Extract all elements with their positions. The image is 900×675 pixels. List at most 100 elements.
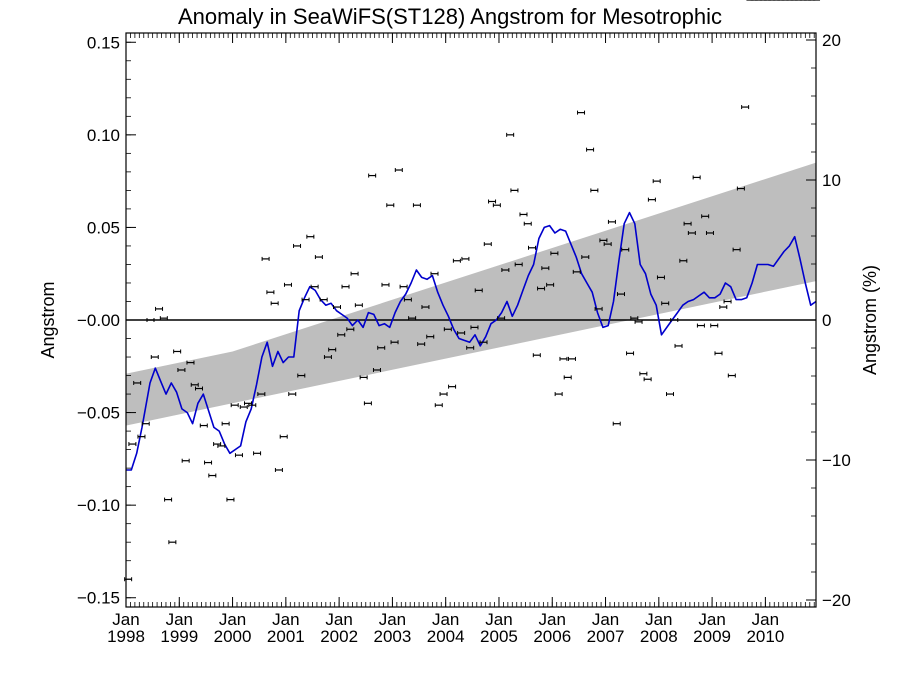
data-point	[674, 343, 683, 348]
data-point	[337, 332, 346, 337]
data-point	[346, 327, 355, 332]
data-point	[616, 292, 625, 297]
data-point	[381, 282, 390, 287]
data-point	[461, 256, 470, 261]
data-point	[177, 367, 186, 372]
data-point	[386, 203, 395, 208]
data-point	[430, 271, 439, 276]
x-tick-label-month: Jan	[752, 610, 779, 629]
x-tick-label-year: 2006	[533, 627, 571, 646]
y-tick-label-right: −10	[822, 451, 851, 470]
data-point	[666, 392, 675, 397]
data-point	[421, 305, 430, 310]
data-point	[523, 221, 532, 226]
data-point	[603, 242, 612, 247]
y-tick-label-left: 0.05	[87, 218, 120, 237]
data-point	[266, 290, 275, 295]
data-point	[550, 251, 559, 256]
axes-layer: −0.15 −0.10 −0.05 −0.00 0.05 0.10 0.15 −20 −10 0 1…	[77, 31, 851, 646]
data-point	[150, 355, 159, 360]
data-point	[639, 371, 648, 376]
data-point	[194, 386, 203, 391]
data-point	[652, 179, 661, 184]
data-point	[723, 299, 732, 304]
data-point	[501, 268, 510, 273]
data-point	[466, 345, 475, 350]
data-point	[221, 421, 230, 426]
data-point	[283, 282, 292, 287]
data-point	[687, 230, 696, 235]
data-point	[279, 434, 288, 439]
data-point	[403, 297, 412, 302]
data-point	[261, 256, 270, 261]
data-point	[457, 330, 466, 335]
data-point	[359, 375, 368, 380]
data-point	[293, 243, 302, 248]
data-point	[274, 467, 283, 472]
data-point	[368, 173, 377, 178]
smoothed-series-line	[126, 211, 817, 471]
x-tick-label-year: 2000	[214, 627, 252, 646]
data-point	[239, 405, 248, 410]
data-point	[257, 392, 266, 397]
x-tick-label-month: Jan	[325, 610, 352, 629]
x-tick-label-year: 2007	[587, 627, 625, 646]
data-point	[270, 301, 279, 306]
data-point	[692, 175, 701, 180]
data-point	[301, 297, 310, 302]
data-point	[230, 403, 239, 408]
x-tick-label-year: 2005	[480, 627, 518, 646]
x-tick-label-year: 1999	[160, 627, 198, 646]
data-point	[137, 434, 146, 439]
data-point	[630, 316, 639, 321]
data-point	[141, 421, 150, 426]
data-point	[586, 147, 595, 152]
data-point	[434, 403, 443, 408]
data-point	[554, 392, 563, 397]
data-point	[288, 392, 297, 397]
data-point	[479, 340, 488, 345]
data-point	[217, 443, 226, 448]
data-point	[661, 301, 670, 306]
x-tick-label-year: 2004	[427, 627, 465, 646]
x-tick-label-month: Jan	[432, 610, 459, 629]
data-point	[577, 110, 586, 115]
y-tick-label-right: 10	[822, 171, 841, 190]
data-point	[612, 421, 621, 426]
x-tick-label-month: Jan	[645, 610, 672, 629]
data-point	[297, 373, 306, 378]
data-point	[390, 340, 399, 345]
data-point	[226, 497, 235, 502]
data-point	[470, 325, 479, 330]
x-tick-label-month: Jan	[112, 610, 139, 629]
data-point	[679, 258, 688, 263]
data-point	[310, 284, 319, 289]
x-tick-label-year: 2002	[320, 627, 358, 646]
x-tick-label-month: Jan	[592, 610, 619, 629]
data-point	[510, 188, 519, 193]
data-point	[306, 234, 315, 239]
x-tick-label-year: 2001	[267, 627, 305, 646]
data-point	[607, 219, 616, 224]
data-point	[567, 356, 576, 361]
data-point	[532, 353, 541, 358]
data-point	[670, 318, 679, 322]
y-tick-label-right: 20	[822, 31, 841, 50]
data-point	[559, 356, 568, 361]
data-point	[323, 355, 332, 360]
monthly-points-layer	[124, 0, 821, 582]
data-point	[492, 203, 501, 208]
data-point	[168, 540, 177, 545]
chart-title: Anomaly in SeaWiFS(ST128) Angstrom for M…	[177, 4, 723, 29]
x-tick-label-month: Jan	[698, 610, 725, 629]
data-point	[621, 247, 630, 252]
data-point	[727, 373, 736, 378]
data-point	[146, 318, 155, 322]
data-point	[683, 221, 692, 226]
data-point	[408, 316, 417, 321]
x-tick-label-year: 1998	[107, 627, 145, 646]
data-point	[377, 345, 386, 350]
data-point	[199, 423, 208, 428]
data-point	[541, 266, 550, 271]
